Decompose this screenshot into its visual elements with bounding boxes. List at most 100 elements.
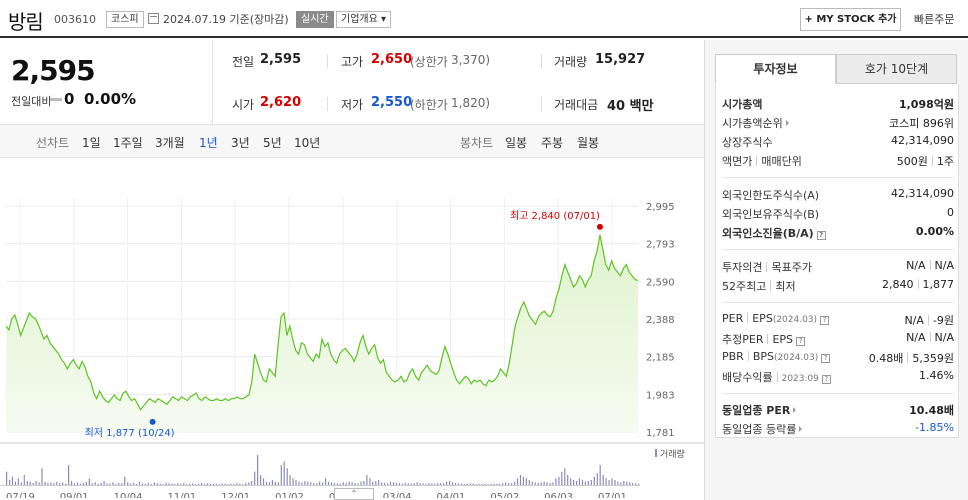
w52-high-value: 2,840 [882,278,914,291]
help-icon[interactable]: ? [816,231,826,240]
divider [722,249,954,250]
volume-bar [428,483,430,485]
volume-bar [384,483,386,485]
x-tick-label: 11/01 [167,492,196,498]
volume-bar [189,483,191,485]
ind-chg-label[interactable]: 동일업종 등락률 [722,421,803,437]
volume-bar [319,481,321,485]
volume-bar [236,483,238,485]
info-sidebar: 투자정보 호가 10단계 시가총액 1,098억원 시가총액순위 코스피 896… [704,40,968,500]
volume-bar [112,482,114,485]
help-icon[interactable]: ? [821,354,831,363]
expand-chart-button[interactable]: ⌃ [334,488,374,500]
period-3y[interactable]: 3년 [231,136,250,150]
period-1w[interactable]: 1주일 [113,136,143,150]
volume-bar [118,483,120,485]
divider [767,334,769,344]
volume-bar [277,482,279,485]
candle-monthly[interactable]: 월봉 [577,136,600,150]
change-label: 전일대비 [11,95,52,108]
company-info-label: 기업개요 [341,14,378,25]
volume-bar [109,483,111,485]
per-eps-label: PER EPS(2024.03)? [722,312,830,325]
company-info-dropdown[interactable]: 기업개요 ▾ [336,11,392,28]
high-value: 2,650 [371,52,413,67]
volume-bar [514,481,516,485]
foreign-ratio-label: 외국인소진율(B/A)? [722,225,826,241]
stock-header: 방림 003610 코스피 2024.07.19 기준(장마감) 실시간 기업개… [0,0,968,38]
par-label: 액면가 [722,155,753,168]
divider [766,262,768,272]
volume-bar [47,483,49,485]
info-row: 동일업종 등락률 -1.85% [722,419,954,437]
period-1y[interactable]: 1년 [199,136,218,150]
mcap-label: 시가총액 [722,98,763,111]
volume-bar [97,483,99,485]
volume-bar [505,482,507,485]
chevron-up-icon: ⌃ [350,489,358,498]
volume-bar [451,482,454,485]
volume-bar [245,483,247,485]
volume-bar [141,483,144,485]
volume-bar [313,483,315,485]
open-label: 시가 [232,98,255,112]
add-mystock-button[interactable]: + MY STOCK 추가 [800,8,901,31]
quick-order-link[interactable]: 빠른주문 [914,13,955,26]
volume-bar [537,483,539,485]
volume-bar [209,483,211,485]
volume-bar [440,483,442,485]
quote-main: 2,595 전일대비 0 0.00% 전일 2,595 고가 2,650 (상한… [0,40,704,500]
volume-bar [301,482,303,485]
volume-bar [570,478,572,485]
per-value: N/A [904,314,924,327]
volume-bar [336,483,338,485]
period-5y[interactable]: 5년 [263,136,282,150]
volume-bar [354,483,356,485]
volume-bar [369,478,371,485]
help-icon[interactable]: ? [821,375,831,384]
opinion-target-label: 투자의견 목표주가 [722,259,812,275]
candle-weekly[interactable]: 주봉 [541,136,564,150]
volume-bar [156,483,158,485]
volume-bar [357,483,359,485]
x-tick-label: 07/19 [6,492,35,498]
volume-bar [153,482,155,485]
volume-bar [130,483,132,485]
est-per-eps-label: 추정PER EPS? [722,331,806,347]
period-3m[interactable]: 3개월 [155,136,185,150]
volume-legend-swatch [655,449,657,457]
volume-bar [481,484,483,485]
divider [541,97,542,111]
volume-bar [135,484,138,485]
foreign-ratio-text: 외국인소진율(B/A) [722,227,814,240]
tab-invest-info[interactable]: 투자정보 [715,54,836,84]
volume-bar [516,478,519,485]
volume-bar [94,482,96,485]
help-icon[interactable]: ? [820,316,830,325]
volume-bar [363,481,365,485]
volume-bar [546,482,548,485]
volume-bar [38,482,40,485]
est-eps-label: EPS [772,333,794,346]
period-10y[interactable]: 10년 [294,136,321,150]
period-1d[interactable]: 1일 [82,136,101,150]
tab-orderbook[interactable]: 호가 10단계 [836,54,957,84]
divider [327,97,328,111]
volume-bar [490,484,492,485]
mcap-rank-label[interactable]: 시가총액순위 [722,115,789,131]
volume-bar [56,481,58,485]
volume-bar [534,482,536,485]
candle-daily[interactable]: 일봉 [505,136,528,150]
upper-limit-value: 3,370) [451,53,491,67]
prev-label: 전일 [232,55,255,69]
x-tick-label: 03/04 [383,492,412,498]
volume-bar [596,473,598,485]
volume-bar [186,484,188,485]
ind-per-label[interactable]: 동일업종 PER [722,402,797,418]
help-icon[interactable]: ? [796,337,806,346]
volume-bar [638,483,640,485]
divider [722,393,954,394]
realtime-button[interactable]: 실시간 [296,11,334,28]
x-tick-label: 09/01 [60,492,89,498]
x-tick-label: 05/02 [490,492,519,498]
